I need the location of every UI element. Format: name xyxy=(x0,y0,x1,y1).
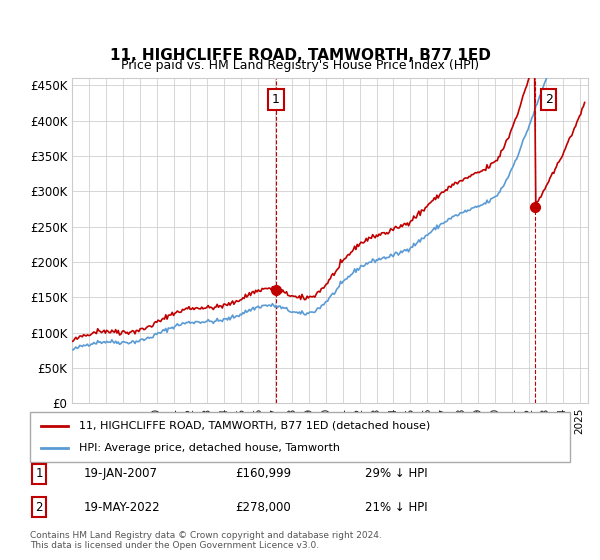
Text: 21% ↓ HPI: 21% ↓ HPI xyxy=(365,501,427,514)
Text: 1: 1 xyxy=(35,467,43,480)
Text: 2: 2 xyxy=(545,93,553,106)
Text: 11, HIGHCLIFFE ROAD, TAMWORTH, B77 1ED: 11, HIGHCLIFFE ROAD, TAMWORTH, B77 1ED xyxy=(110,48,490,63)
Text: 19-JAN-2007: 19-JAN-2007 xyxy=(84,467,158,480)
Text: 19-MAY-2022: 19-MAY-2022 xyxy=(84,501,161,514)
Text: 1: 1 xyxy=(272,93,280,106)
Text: HPI: Average price, detached house, Tamworth: HPI: Average price, detached house, Tamw… xyxy=(79,443,340,453)
Text: 29% ↓ HPI: 29% ↓ HPI xyxy=(365,467,427,480)
Text: Price paid vs. HM Land Registry's House Price Index (HPI): Price paid vs. HM Land Registry's House … xyxy=(121,59,479,72)
Text: Contains HM Land Registry data © Crown copyright and database right 2024.
This d: Contains HM Land Registry data © Crown c… xyxy=(30,530,382,550)
Text: £278,000: £278,000 xyxy=(235,501,291,514)
FancyBboxPatch shape xyxy=(30,412,570,462)
Text: £160,999: £160,999 xyxy=(235,467,292,480)
Text: 2: 2 xyxy=(35,501,43,514)
Text: 11, HIGHCLIFFE ROAD, TAMWORTH, B77 1ED (detached house): 11, HIGHCLIFFE ROAD, TAMWORTH, B77 1ED (… xyxy=(79,421,430,431)
